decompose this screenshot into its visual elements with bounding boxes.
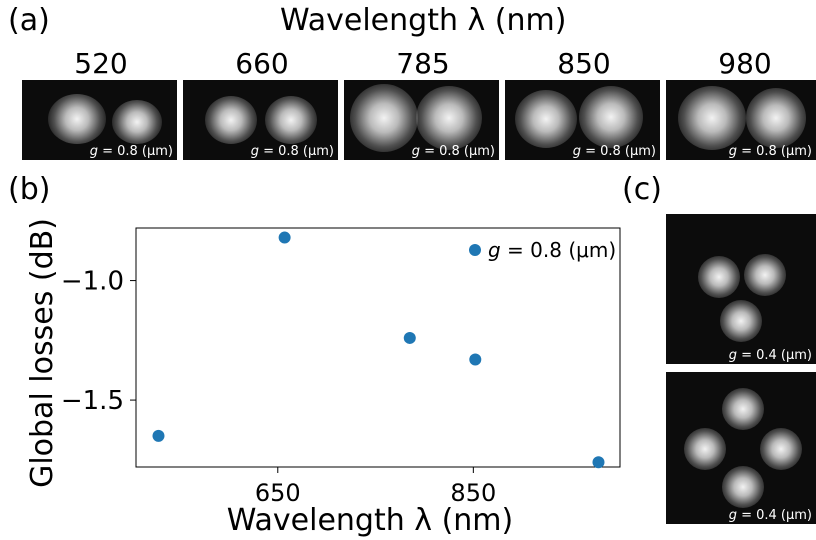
y-tick-label: −1.0	[61, 267, 124, 297]
beam-image-785: g = 0.8 (μm)	[344, 80, 499, 160]
wavelength-label-660: 660	[235, 47, 289, 80]
beam-image-four-spot: g = 0.4 (μm)	[666, 372, 816, 524]
panel-a-title: Wavelength λ (nm)	[280, 3, 567, 38]
beam-spot	[515, 90, 577, 148]
beam-spot	[205, 96, 257, 144]
panel-label-a: (a)	[8, 3, 50, 38]
image-caption: g = 0.8 (μm)	[89, 144, 173, 159]
legend-marker	[469, 244, 481, 256]
beam-spot	[684, 428, 726, 470]
beam-image-520: g = 0.8 (μm)	[22, 80, 177, 160]
legend-label: g = 0.8 (μm)	[488, 238, 616, 262]
beam-spot	[760, 428, 802, 470]
data-point	[403, 331, 416, 344]
data-point	[152, 429, 165, 442]
beam-spot	[698, 256, 740, 298]
beam-image-660: g = 0.8 (μm)	[183, 80, 338, 160]
y-axis-label: Global losses (dB)	[25, 218, 60, 488]
data-point	[592, 456, 605, 469]
beam-spot	[722, 388, 764, 430]
beam-spot	[744, 254, 786, 296]
wavelength-label-520: 520	[74, 47, 128, 80]
image-caption: g = 0.8 (μm)	[572, 144, 656, 159]
plot-frame	[135, 227, 621, 468]
image-caption: g = 0.4 (μm)	[728, 508, 812, 523]
x-axis-label: Wavelength λ (nm)	[227, 503, 513, 538]
image-caption: g = 0.4 (μm)	[728, 348, 812, 363]
panel-label-b: (b)	[8, 172, 51, 207]
beam-image-980: g = 0.8 (μm)	[666, 80, 816, 160]
beam-spot	[746, 88, 806, 148]
beam-spot	[48, 94, 106, 144]
wavelength-label-850: 850	[557, 47, 611, 80]
y-tick-label: −1.5	[61, 386, 124, 416]
image-caption: g = 0.8 (μm)	[250, 144, 334, 159]
beam-spot	[678, 86, 746, 150]
beam-spot	[720, 300, 762, 342]
data-point	[278, 231, 291, 244]
beam-spot	[350, 84, 418, 152]
loss-scatter-chart: 650 850 −1.0 −1.5 g = 0.8 (μm) Global losses…	[25, 218, 621, 538]
beam-spot	[722, 466, 764, 508]
beam-spot	[112, 100, 162, 144]
x-tick-label: 650	[255, 479, 301, 507]
wavelength-label-980: 980	[718, 47, 772, 80]
beam-image-850: g = 0.8 (μm)	[505, 80, 660, 160]
wavelength-label-785: 785	[396, 47, 450, 80]
beam-spot	[579, 86, 643, 148]
image-caption: g = 0.8 (μm)	[411, 144, 495, 159]
x-tick-label: 850	[450, 479, 496, 507]
beam-spot	[416, 86, 482, 150]
beam-spot	[265, 96, 317, 144]
data-point	[469, 353, 482, 366]
image-caption: g = 0.8 (μm)	[728, 144, 812, 159]
beam-image-three-spot: g = 0.4 (μm)	[666, 214, 816, 364]
panel-label-c: (c)	[622, 172, 662, 207]
